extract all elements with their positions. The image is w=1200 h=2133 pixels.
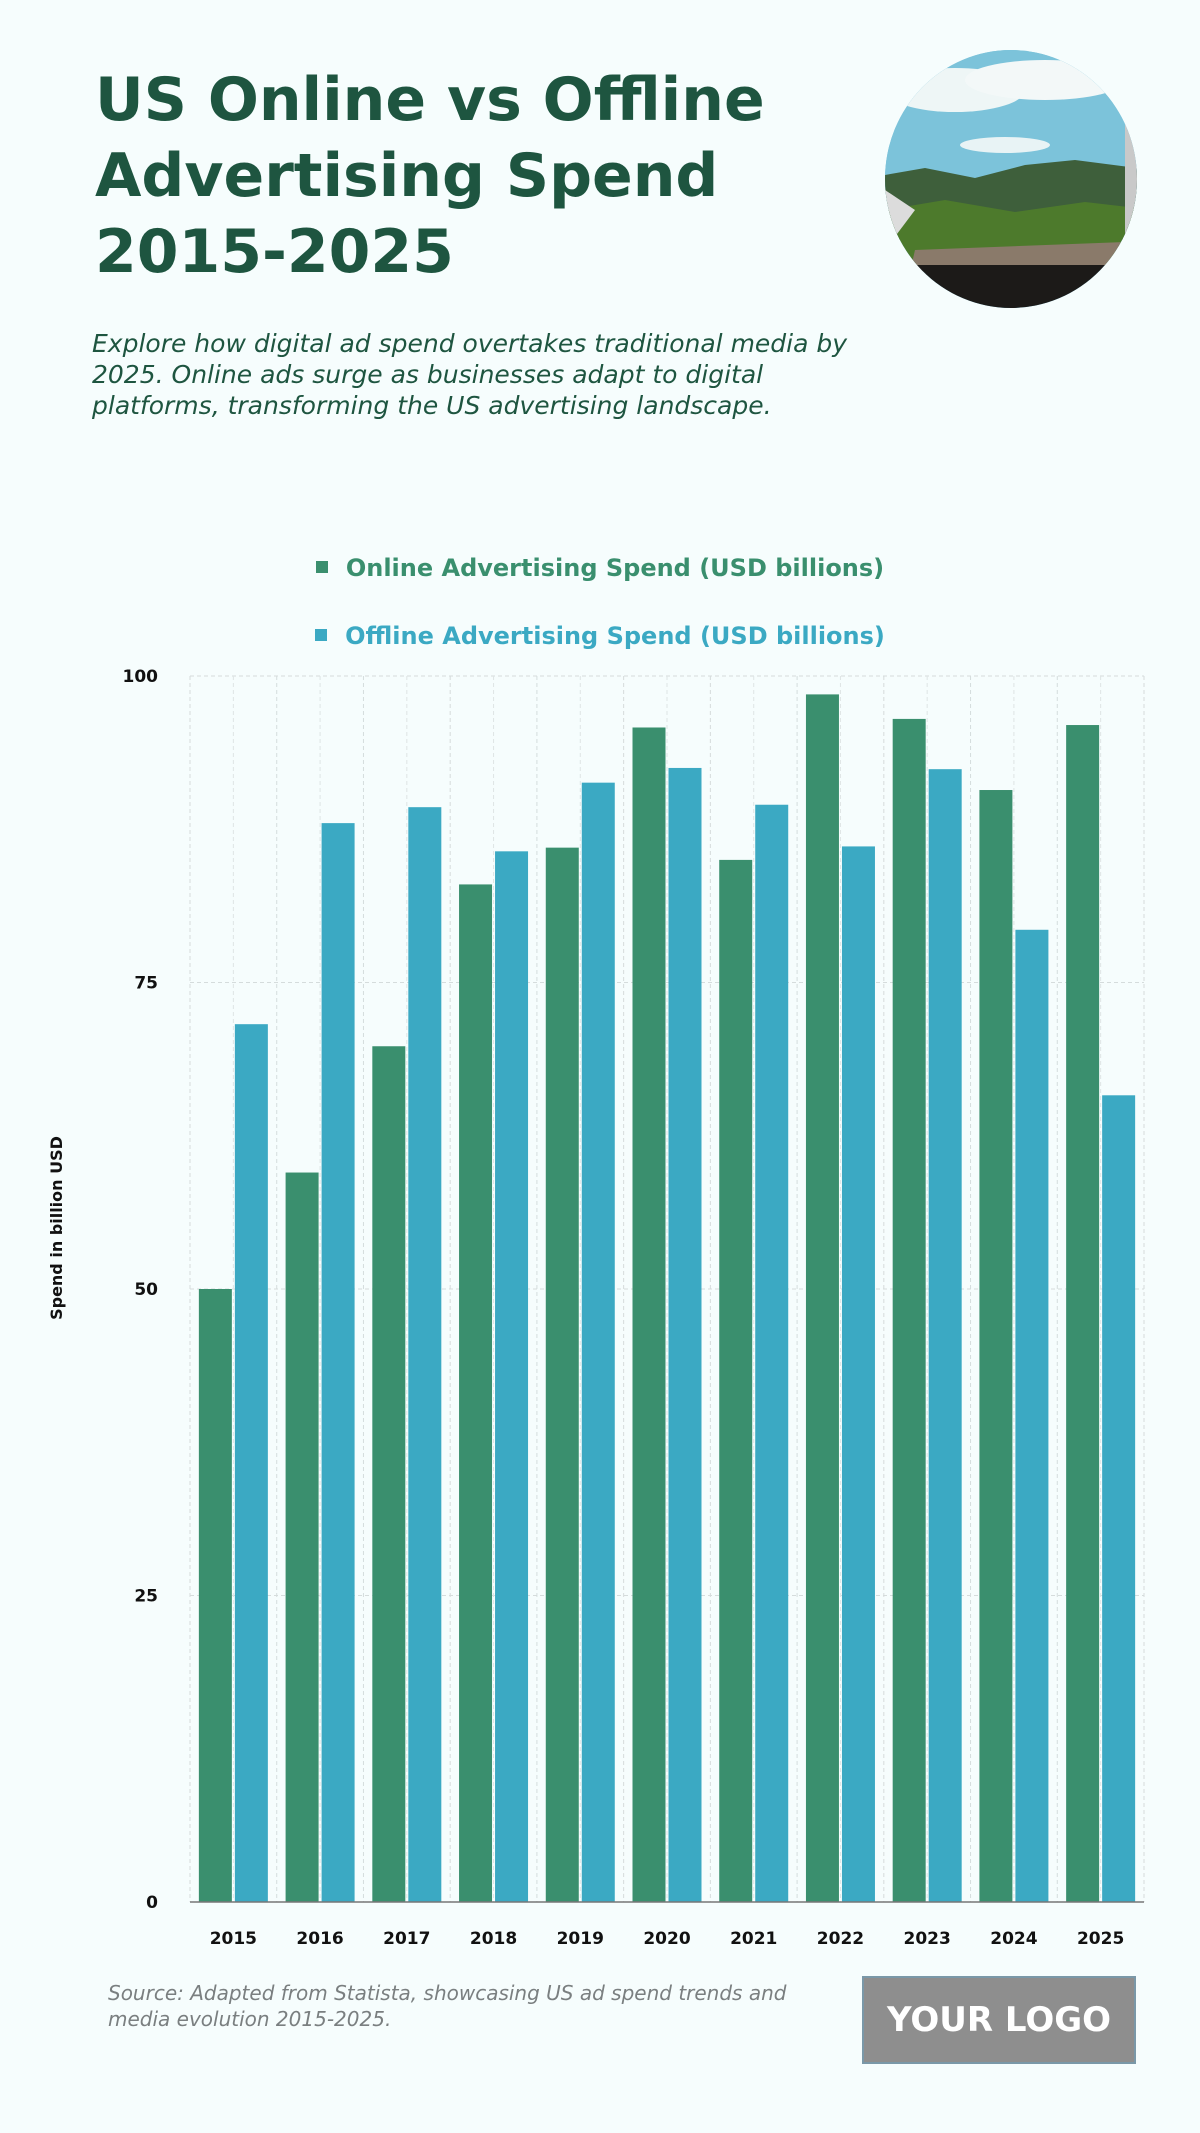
bar-online-2025	[1066, 725, 1100, 1902]
bar-chart: 0 25 50 75 100 2015 2016 2017 2018 2019 2020 2021 20…	[47, 667, 1145, 1949]
x-tick-label: 2025	[1077, 1929, 1124, 1949]
bar-online-2024	[979, 790, 1013, 1902]
bar-offline-2019	[581, 782, 615, 1902]
x-tick-label: 2019	[557, 1929, 604, 1949]
grid-lines	[189, 675, 1145, 1903]
legend-swatch-offline	[315, 629, 328, 641]
x-tick-label: 2022	[817, 1929, 864, 1949]
x-tick-label: 2020	[643, 1929, 690, 1949]
x-tick-label: 2016	[296, 1929, 343, 1949]
x-tick-label: 2023	[904, 1929, 951, 1949]
x-tick-label: 2018	[470, 1929, 517, 1949]
bar-offline-2018	[495, 851, 529, 1902]
landscape-photo	[885, 50, 1137, 308]
y-tick-label: 25	[134, 1587, 158, 1607]
bar-online-2023	[892, 718, 926, 1903]
bar-offline-2022	[841, 846, 875, 1902]
bar-offline-2023	[928, 769, 962, 1902]
legend-swatch-online	[315, 561, 328, 573]
bar-offline-2015	[234, 1024, 268, 1902]
legend-label-online: Online Advertising Spend (USD billions)	[345, 554, 885, 582]
bar-offline-2025	[1102, 1095, 1136, 1902]
bar-online-2018	[459, 884, 493, 1902]
bar-offline-2024	[1015, 929, 1049, 1902]
legend-label-offline: Offline Advertising Spend (USD billions)	[345, 622, 885, 650]
axes: 0 25 50 75 100 2015 2016 2017 2018 2019 2020 2021 20…	[123, 667, 1144, 1949]
bar-online-2015	[198, 1289, 232, 1902]
x-tick-label: 2015	[210, 1929, 257, 1949]
page-subtitle: Explore how digital ad spend overtakes t…	[92, 329, 848, 420]
source-note: Source: Adapted from Statista, showcasin…	[108, 1981, 787, 2031]
bar-online-2019	[545, 847, 579, 1902]
bar-online-2020	[632, 727, 666, 1903]
legend-item-online: Online Advertising Spend (USD billions)	[0, 554, 1200, 582]
y-tick-label: 0	[146, 1893, 158, 1913]
y-tick-label: 50	[134, 1280, 158, 1300]
bar-online-2016	[285, 1172, 319, 1902]
legend-item-offline: Offline Advertising Spend (USD billions)	[0, 622, 1200, 650]
bar-online-2022	[805, 694, 839, 1902]
bar-online-2021	[719, 859, 753, 1902]
bar-offline-2021	[755, 804, 789, 1902]
y-axis-label: Spend in billion USD	[47, 1136, 66, 1320]
bar-offline-2016	[321, 823, 355, 1902]
x-tick-label: 2017	[383, 1929, 430, 1949]
bar-online-2017	[372, 1046, 406, 1902]
x-tick-label: 2024	[990, 1929, 1037, 1949]
bar-offline-2020	[668, 767, 702, 1903]
logo-placeholder: YOUR LOGO	[862, 1976, 1136, 2064]
bars	[198, 694, 1136, 1903]
y-tick-label: 100	[123, 667, 159, 687]
bar-offline-2017	[408, 807, 442, 1902]
x-tick-label: 2021	[730, 1929, 777, 1949]
page-title: US Online vs Offline Advertising Spend 2…	[95, 65, 765, 287]
y-tick-label: 75	[134, 974, 158, 994]
